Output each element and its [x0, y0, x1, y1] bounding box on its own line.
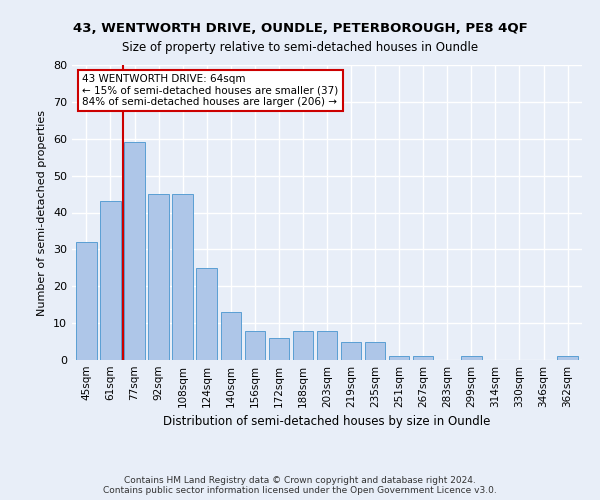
Bar — [148, 194, 169, 360]
Bar — [293, 330, 313, 360]
Bar — [172, 194, 193, 360]
Text: 43, WENTWORTH DRIVE, OUNDLE, PETERBOROUGH, PE8 4QF: 43, WENTWORTH DRIVE, OUNDLE, PETERBOROUG… — [73, 22, 527, 36]
Bar — [365, 342, 385, 360]
Bar — [317, 330, 337, 360]
Bar — [269, 338, 289, 360]
Bar — [389, 356, 409, 360]
X-axis label: Distribution of semi-detached houses by size in Oundle: Distribution of semi-detached houses by … — [163, 416, 491, 428]
Bar — [245, 330, 265, 360]
Text: 43 WENTWORTH DRIVE: 64sqm
← 15% of semi-detached houses are smaller (37)
84% of : 43 WENTWORTH DRIVE: 64sqm ← 15% of semi-… — [82, 74, 338, 107]
Bar — [100, 202, 121, 360]
Bar — [124, 142, 145, 360]
Text: Size of property relative to semi-detached houses in Oundle: Size of property relative to semi-detach… — [122, 41, 478, 54]
Y-axis label: Number of semi-detached properties: Number of semi-detached properties — [37, 110, 47, 316]
Bar — [557, 356, 578, 360]
Bar — [76, 242, 97, 360]
Bar — [413, 356, 433, 360]
Bar — [341, 342, 361, 360]
Text: Contains HM Land Registry data © Crown copyright and database right 2024.
Contai: Contains HM Land Registry data © Crown c… — [103, 476, 497, 495]
Bar — [196, 268, 217, 360]
Bar — [461, 356, 482, 360]
Bar — [221, 312, 241, 360]
